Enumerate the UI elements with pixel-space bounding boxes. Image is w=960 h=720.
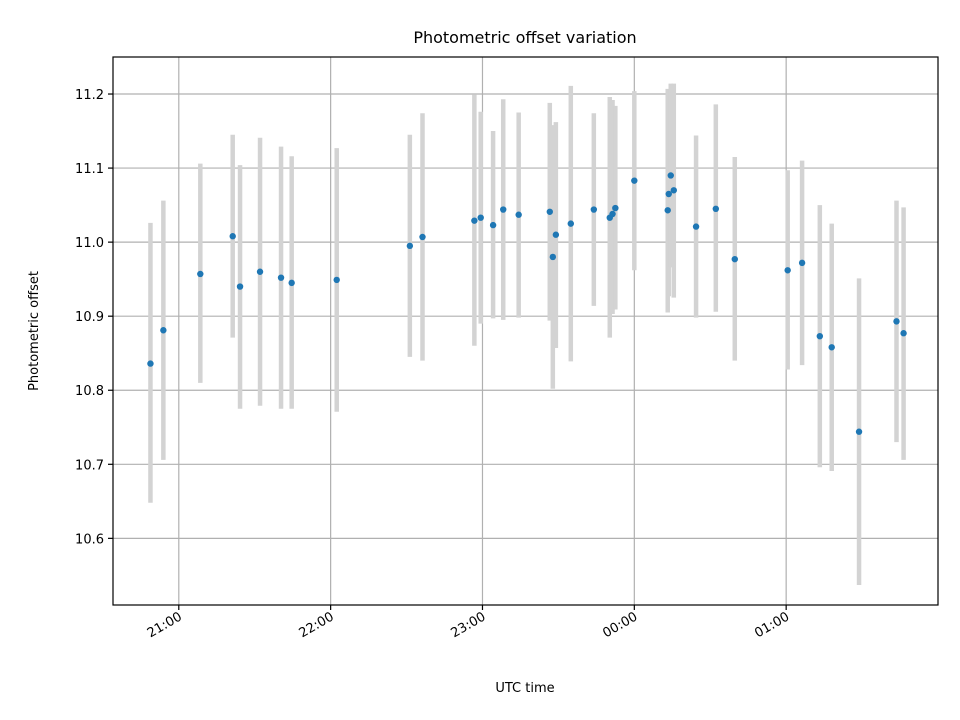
- data-point: [664, 207, 671, 214]
- data-points: [147, 172, 907, 435]
- data-point: [236, 283, 244, 290]
- data-point: [500, 206, 507, 213]
- data-point: [160, 327, 167, 334]
- data-point: [900, 330, 907, 337]
- axis-ticks: 10.610.710.810.911.011.111.221:00 22:00 23…: [75, 88, 792, 641]
- chart-title: Photometric offset variation: [413, 28, 636, 47]
- data-point: [546, 208, 553, 215]
- data-point: [471, 217, 478, 224]
- y-axis-label: Photometric offset: [27, 271, 42, 391]
- data-point: [419, 233, 426, 241]
- data-point: [692, 223, 700, 230]
- y-tick-label: 11.2: [75, 88, 104, 103]
- data-point: [256, 268, 264, 275]
- data-point: [567, 220, 574, 227]
- data-point: [333, 276, 340, 284]
- data-point: [667, 172, 674, 179]
- data-point: [712, 205, 720, 213]
- data-point: [147, 360, 154, 367]
- data-point: [731, 255, 738, 263]
- data-point: [549, 253, 557, 261]
- y-tick-label: 11.1: [75, 162, 104, 177]
- data-point: [477, 214, 484, 221]
- plot-frame: [112, 56, 939, 606]
- x-axis-label: UTC time: [495, 681, 554, 696]
- grid-lines: [113, 57, 938, 605]
- data-point: [489, 221, 497, 229]
- data-point: [893, 318, 900, 325]
- y-tick-label: 11.0: [75, 236, 104, 251]
- data-point: [590, 206, 598, 213]
- data-point: [515, 211, 522, 218]
- data-point: [855, 428, 863, 435]
- data-point: [197, 270, 204, 278]
- data-point: [670, 187, 677, 194]
- data-point: [612, 204, 619, 212]
- data-point: [609, 210, 616, 218]
- data-point: [406, 242, 414, 250]
- data-point: [288, 279, 295, 287]
- y-tick-label: 10.9: [75, 310, 104, 325]
- data-point: [828, 344, 835, 351]
- data-point: [784, 267, 791, 274]
- y-tick-label: 10.8: [75, 384, 104, 399]
- y-tick-label: 10.6: [75, 532, 104, 547]
- data-point: [277, 274, 285, 281]
- data-point: [552, 231, 560, 238]
- data-point: [665, 190, 672, 198]
- data-point: [631, 177, 638, 184]
- data-point: [229, 233, 236, 240]
- data-point: [816, 332, 824, 340]
- y-tick-label: 10.7: [75, 458, 104, 473]
- data-point: [798, 259, 806, 267]
